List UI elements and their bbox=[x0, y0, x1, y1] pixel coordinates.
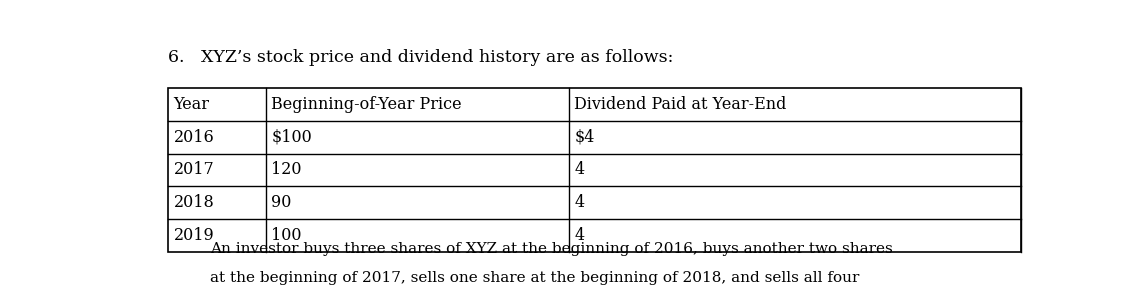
Text: Year: Year bbox=[173, 96, 210, 113]
Text: 100: 100 bbox=[272, 227, 303, 244]
Text: 4: 4 bbox=[574, 227, 584, 244]
Text: An investor buys three shares of XYZ at the beginning of 2016, buys another two : An investor buys three shares of XYZ at … bbox=[210, 242, 893, 256]
Text: 2018: 2018 bbox=[173, 194, 214, 211]
Text: $4: $4 bbox=[574, 129, 595, 146]
Text: Beginning-of-Year Price: Beginning-of-Year Price bbox=[272, 96, 462, 113]
Text: 2017: 2017 bbox=[173, 161, 214, 178]
Text: $100: $100 bbox=[272, 129, 312, 146]
Text: 2016: 2016 bbox=[173, 129, 214, 146]
Text: 2019: 2019 bbox=[173, 227, 214, 244]
Text: 120: 120 bbox=[272, 161, 303, 178]
Text: 90: 90 bbox=[272, 194, 292, 211]
Text: at the beginning of 2017, sells one share at the beginning of 2018, and sells al: at the beginning of 2017, sells one shar… bbox=[210, 271, 859, 285]
Text: 6.   XYZ’s stock price and dividend history are as follows:: 6. XYZ’s stock price and dividend histor… bbox=[168, 49, 674, 66]
Text: Dividend Paid at Year-End: Dividend Paid at Year-End bbox=[574, 96, 786, 113]
Text: 4: 4 bbox=[574, 194, 584, 211]
Text: 4: 4 bbox=[574, 161, 584, 178]
Bar bbox=[168, 88, 1021, 252]
